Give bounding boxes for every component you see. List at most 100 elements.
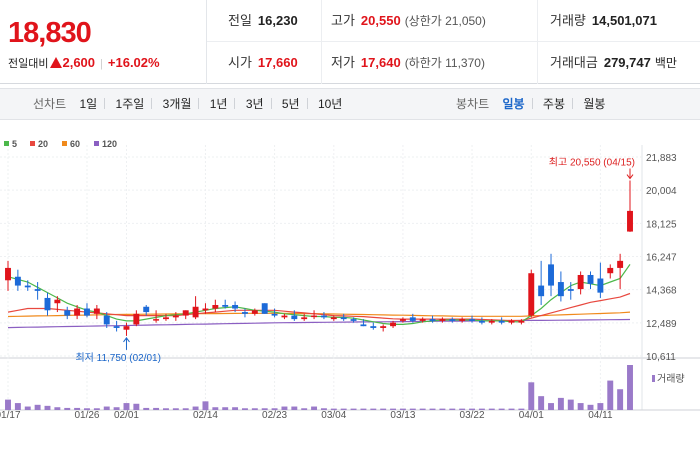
volume-bar — [380, 408, 387, 410]
candle-body — [607, 267, 614, 274]
volume-bar — [34, 404, 41, 410]
volume-bar — [123, 403, 130, 410]
volume-bar — [163, 408, 169, 410]
volume-bar — [133, 403, 140, 410]
candle-body — [54, 299, 61, 304]
quote-summary: 18,830 전일대비 2,600 | +16.02% 전일 16,230 고가 20,5… — [0, 0, 700, 84]
candle-body — [5, 267, 11, 281]
volume-bar — [103, 406, 110, 410]
volume-bar — [627, 365, 633, 410]
volume-label: 거래량 — [657, 373, 685, 385]
ma120-line — [7, 318, 631, 329]
y-tick-label: 20,004 — [646, 186, 677, 197]
candle-body — [133, 313, 140, 325]
candle-body — [627, 210, 633, 232]
candle-body — [113, 326, 120, 328]
period-3y[interactable]: 3년 — [245, 97, 264, 111]
candle-body — [320, 315, 327, 318]
candle-weekly[interactable]: 주봉 — [542, 97, 565, 111]
x-tick-label: 03/22 — [460, 410, 485, 421]
divider: | — [100, 58, 103, 70]
candle-body — [261, 303, 268, 314]
volume-bar — [478, 408, 485, 410]
volume-bar — [202, 401, 209, 410]
candle-body — [557, 282, 564, 297]
volume-bar — [44, 405, 51, 410]
stat-volume: 거래량 14,501,071 — [537, 0, 700, 42]
candle-chart-periods: 봉차트 일봉 주봉 월봉 — [456, 89, 605, 119]
volume-bar — [182, 408, 189, 410]
period-1y[interactable]: 1년 — [209, 97, 228, 111]
candle-body — [241, 312, 248, 314]
change-amount: 2,600 — [62, 55, 96, 70]
volume-bar — [409, 408, 416, 410]
period-10y[interactable]: 10년 — [317, 97, 343, 111]
candle-body — [93, 308, 100, 314]
x-tick-label: 04/11 — [588, 410, 613, 421]
candle-body — [419, 319, 426, 321]
volume-bar — [24, 406, 31, 410]
candle-body — [251, 310, 258, 314]
candle-body — [281, 315, 288, 318]
candle-body — [163, 317, 169, 320]
candle-body — [449, 319, 456, 321]
volume-bar — [459, 408, 466, 410]
y-tick-label: 10,611 — [646, 352, 676, 363]
period-selector: 선차트 1일 1주일 3개월 1년 3년 5년 10년 봉차트 일봉 주봉 월봉 — [0, 88, 700, 120]
volume-bar — [587, 404, 594, 410]
candle-body — [222, 304, 229, 307]
candle-body — [617, 260, 624, 268]
volume-bar — [281, 406, 288, 410]
volume-bar — [143, 407, 150, 410]
volume-bar — [271, 408, 278, 410]
period-1d[interactable]: 1일 — [79, 97, 98, 111]
volume-bar — [172, 408, 179, 410]
volume-bar — [577, 403, 584, 410]
volume-legend-swatch — [652, 375, 655, 382]
stat-open: 시가 17,660 — [228, 55, 298, 70]
volume-bar — [350, 408, 357, 410]
stat-high: 고가 20,550 (상한가 21,050) — [321, 0, 537, 42]
candle-monthly[interactable]: 월봉 — [583, 97, 606, 111]
period-3m[interactable]: 3개월 — [162, 97, 192, 111]
high-annotation: 최고 20,550 (04/15) — [549, 157, 635, 169]
volume-bar — [14, 403, 21, 410]
volume-bar — [113, 407, 120, 410]
candle-body — [182, 310, 189, 316]
volume-bar — [320, 408, 327, 410]
volume-bar — [74, 407, 81, 410]
x-tick-label: 04/01 — [519, 410, 544, 421]
low-arrow-head — [123, 337, 130, 343]
candle-body — [390, 322, 397, 327]
period-1w[interactable]: 1주일 — [115, 97, 145, 111]
candle-body — [538, 285, 545, 297]
volume-bar — [212, 407, 219, 410]
candle-body — [597, 278, 604, 293]
x-tick-label: 02/01 — [114, 410, 139, 421]
candle-daily[interactable]: 일봉 — [502, 97, 525, 111]
volume-bar — [291, 406, 298, 410]
y-tick-label: 12,489 — [646, 319, 677, 330]
candle-body — [24, 285, 31, 288]
candle-body — [340, 317, 347, 320]
volume-bar — [370, 408, 377, 410]
stat-low: 저가 17,640 (하한가 11,370) — [321, 42, 537, 84]
up-triangle-icon — [50, 57, 63, 68]
candle-body — [508, 320, 515, 323]
candle-body — [143, 306, 150, 313]
volume-bar — [222, 407, 229, 410]
volume-bar — [567, 399, 574, 410]
candle-body — [84, 308, 90, 316]
candle-body — [44, 297, 51, 311]
stat-prev-close: 전일 16,230 — [228, 13, 298, 28]
candle-body — [459, 319, 466, 321]
candle-body — [478, 320, 485, 323]
candle-body — [301, 317, 308, 320]
y-tick-label: 14,368 — [646, 286, 677, 297]
candle-body — [202, 308, 209, 311]
candle-body — [587, 274, 594, 284]
volume-bar — [192, 406, 199, 410]
period-5y[interactable]: 5년 — [281, 97, 300, 111]
volume-bar — [340, 408, 347, 410]
volume-bar — [153, 407, 160, 410]
